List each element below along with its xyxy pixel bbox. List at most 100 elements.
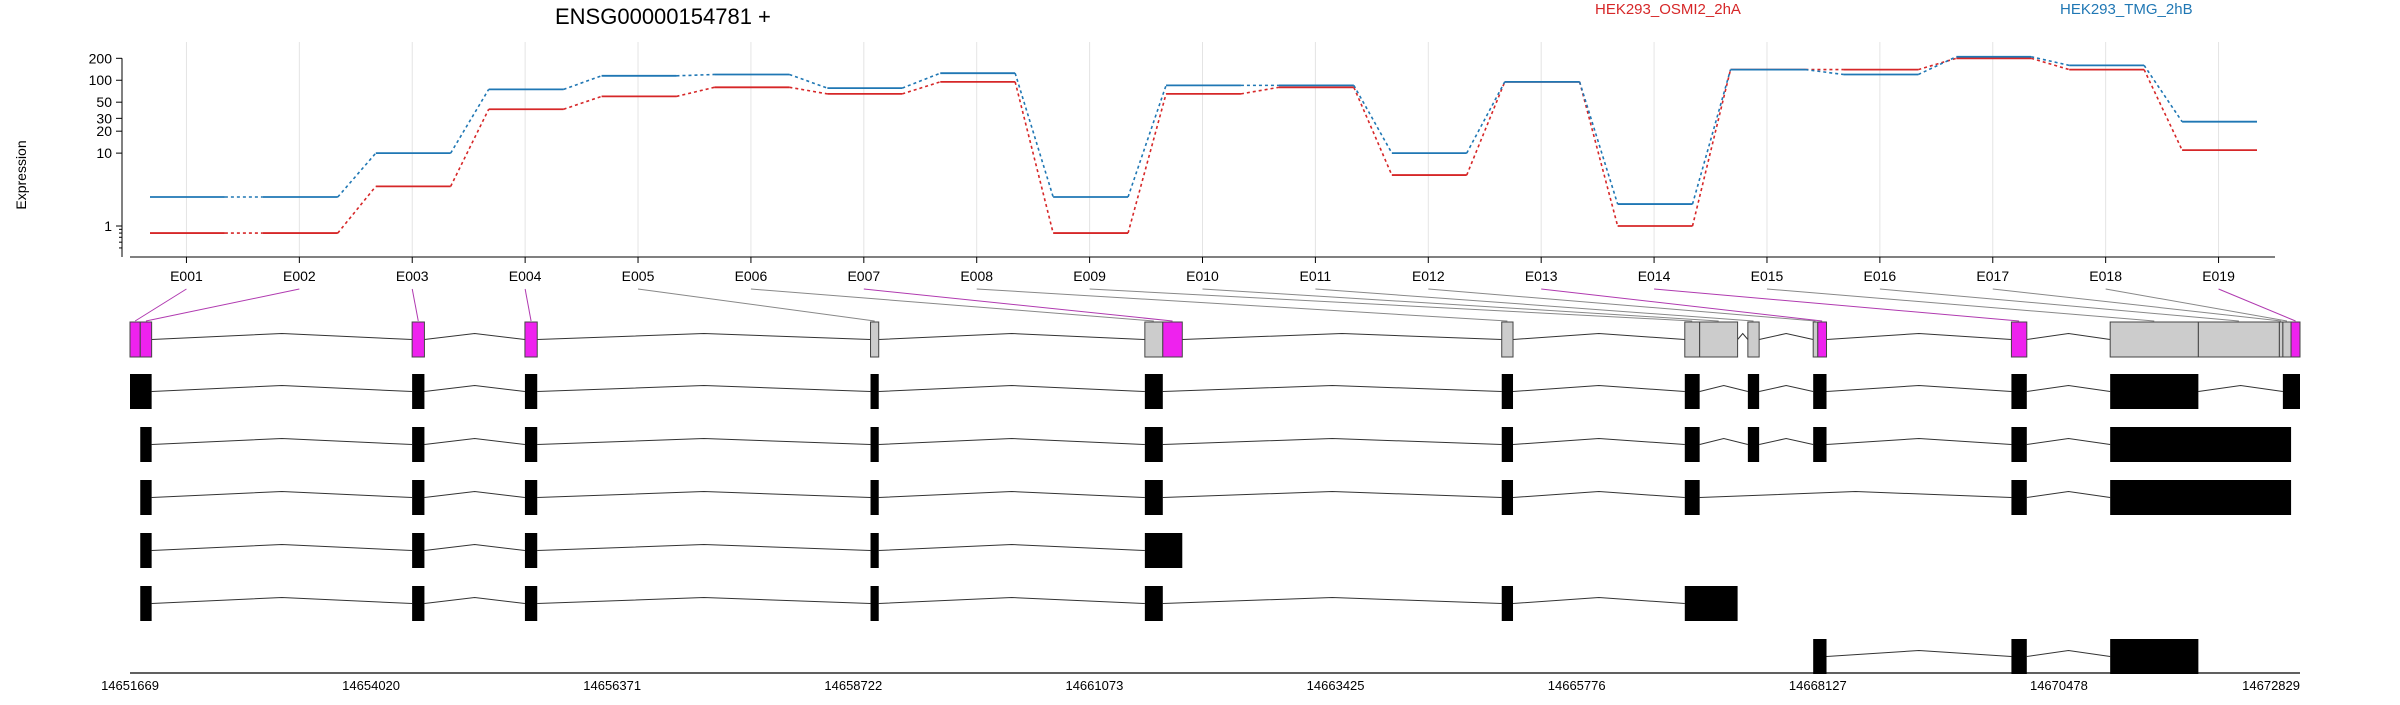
- exon-box-e016: [2197, 321, 2280, 358]
- transcript-1-intron: [1699, 384, 1748, 392]
- transcript-3-exon-9: [2110, 480, 2292, 515]
- exon-box-e006: [1144, 321, 1164, 358]
- transcript-2-exon-8: [1747, 427, 1760, 462]
- connector-e013: [1541, 288, 1823, 322]
- legend-entry-2: HEK293_TMG_2hB: [2060, 1, 2193, 18]
- transcript-2-intron: [878, 437, 1145, 445]
- y-tick-label-100: 100: [89, 72, 113, 88]
- transcript-3-intron: [537, 490, 871, 498]
- transcript-1-exon-6: [1501, 374, 1514, 409]
- transcript-2-exon-3: [524, 427, 538, 462]
- transcript-1-exon-9: [1813, 374, 1827, 409]
- coordinate-label-10: 14672829: [2242, 678, 2300, 693]
- connector-e006: [750, 288, 1154, 322]
- transcript-2-intron: [424, 437, 525, 445]
- transcript-1-intron: [151, 384, 413, 392]
- connector-e018: [2105, 288, 2288, 322]
- series-1-link-12: [1465, 81, 1506, 176]
- exon-box-e013: [1817, 321, 1828, 358]
- connector-e009: [1089, 288, 1693, 322]
- transcript-4-intron: [151, 543, 413, 551]
- series-2-link-12: [1466, 81, 1506, 154]
- transcript-6-exon-1: [1813, 639, 1827, 674]
- exon-box-e001: [129, 321, 141, 358]
- x-tick-label-e004: E004: [509, 268, 542, 284]
- transcript-1-exon-8: [1747, 374, 1760, 409]
- series-1-link-2: [337, 185, 377, 234]
- transcript-2-intron: [1512, 437, 1685, 445]
- transcript-1-intron: [2026, 384, 2111, 392]
- exon-box-e009: [1684, 321, 1701, 358]
- series-1-link-5: [676, 86, 715, 98]
- x-tick-label-e003: E003: [396, 268, 429, 284]
- transcript-3-exon-6: [1501, 480, 1514, 515]
- connector-e012: [1428, 288, 1816, 322]
- intron-line: [1759, 332, 1814, 340]
- transcript-5-intron: [151, 596, 413, 604]
- transcript-5-intron: [878, 596, 1145, 604]
- exon-box-e004: [524, 321, 538, 358]
- series-2-link-5: [676, 73, 715, 77]
- series-1-link-11: [1353, 86, 1393, 176]
- transcript-1-exon-2: [412, 374, 425, 409]
- transcript-2-exon-1: [140, 427, 152, 462]
- transcript-5-exon-5: [1144, 586, 1163, 621]
- series-1-link-8: [1014, 81, 1054, 234]
- transcript-3-intron: [1512, 490, 1685, 498]
- connector-e019: [2218, 288, 2296, 322]
- transcript-2-exon-4: [870, 427, 879, 462]
- transcript-2-intron: [2026, 437, 2111, 445]
- series-1-link-13: [1578, 81, 1619, 227]
- coordinate-label-7: 14665776: [1548, 678, 1606, 693]
- x-tick-label-e018: E018: [2089, 268, 2122, 284]
- transcript-1-exon-4: [870, 374, 879, 409]
- transcript-2-exon-9: [1813, 427, 1827, 462]
- coordinate-label-2: 14654020: [342, 678, 400, 693]
- series-1-link-7: [902, 81, 941, 95]
- transcript-4-intron: [537, 543, 871, 551]
- coordinate-label-6: 14663425: [1307, 678, 1365, 693]
- x-tick-label-e010: E010: [1186, 268, 1219, 284]
- transcript-4-intron: [424, 543, 525, 551]
- transcript-6-exon-3: [2110, 639, 2199, 674]
- transcript-5-intron: [537, 596, 871, 604]
- y-tick-label-20: 20: [96, 123, 112, 139]
- series-2-link-16: [1917, 56, 1957, 76]
- transcript-2-exon-7: [1684, 427, 1700, 462]
- transcript-1-exon-11: [2110, 374, 2199, 409]
- transcript-3-exon-3: [524, 480, 538, 515]
- y-tick-label-50: 50: [96, 94, 112, 110]
- coordinate-label-3: 14656371: [583, 678, 641, 693]
- x-tick-label-e007: E007: [847, 268, 880, 284]
- transcript-1-intron: [1512, 384, 1685, 392]
- series-2-link-18: [2143, 64, 2183, 123]
- series-2-link-11: [1353, 84, 1393, 154]
- transcript-1-exon-1: [130, 374, 152, 409]
- y-tick-label-30: 30: [96, 110, 112, 126]
- transcript-1-exon-7: [1684, 374, 1700, 409]
- x-tick-label-e006: E006: [735, 268, 768, 284]
- transcript-3-exon-1: [140, 480, 152, 515]
- transcript-5-exon-6: [1501, 586, 1514, 621]
- series-2-link-7: [901, 72, 941, 89]
- x-tick-label-e008: E008: [960, 268, 993, 284]
- series-2-link-15: [1805, 68, 1844, 76]
- transcript-1-intron: [537, 384, 871, 392]
- transcript-1-intron: [1826, 384, 2012, 392]
- y-tick-label-1: 1: [104, 218, 112, 234]
- y-tick-label-200: 200: [89, 50, 113, 66]
- series-1-link-18: [2143, 69, 2183, 151]
- transcript-5-intron: [1512, 596, 1685, 604]
- exon-box-e003: [411, 321, 425, 358]
- series-1-link-4: [563, 95, 602, 111]
- transcript-2-exon-11: [2110, 427, 2292, 462]
- transcript-1-intron: [878, 384, 1145, 392]
- intron-line: [2026, 332, 2111, 340]
- connector-e002: [145, 288, 300, 322]
- connector-e017: [1992, 288, 2282, 322]
- intron-line: [151, 332, 413, 340]
- x-tick-label-e015: E015: [1751, 268, 1784, 284]
- series-2-link-14: [1691, 69, 1732, 205]
- coordinate-label-4: 14658722: [824, 678, 882, 693]
- transcript-3-exon-5: [1144, 480, 1163, 515]
